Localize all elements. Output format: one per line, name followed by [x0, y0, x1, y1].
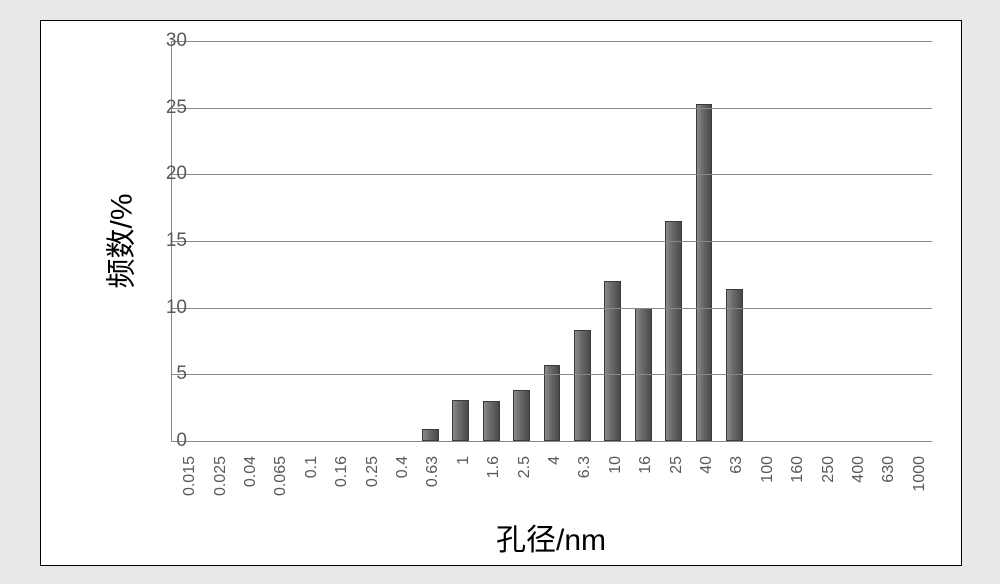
- x-tick-label: 10: [607, 456, 625, 516]
- bar: [513, 390, 530, 441]
- x-axis-label: 孔径/nm: [171, 515, 931, 559]
- x-tick-label: 2.5: [516, 456, 534, 516]
- bar: [422, 429, 439, 441]
- x-tick-label: 25: [668, 456, 686, 516]
- y-tick-label: 5: [147, 363, 187, 385]
- x-tick-label: 4: [546, 456, 564, 516]
- x-tick-label: 1000: [911, 456, 929, 516]
- y-tick-label: 10: [147, 297, 187, 319]
- y-tick-label: 0: [147, 430, 187, 452]
- x-tick-label: 6.3: [576, 456, 594, 516]
- bar: [726, 289, 743, 441]
- y-tick-label: 15: [147, 230, 187, 252]
- x-tick-label: 0.065: [272, 456, 290, 516]
- plot-area: [171, 41, 932, 442]
- bar: [544, 365, 561, 441]
- x-tick-label: 0.25: [364, 456, 382, 516]
- x-tick-label: 1: [455, 456, 473, 516]
- x-tick-label: 400: [850, 456, 868, 516]
- gridline: [172, 108, 932, 109]
- x-tick-label: 0.1: [303, 456, 321, 516]
- x-tick-label: 0.16: [333, 456, 351, 516]
- x-tick-label: 0.015: [181, 456, 199, 516]
- x-tick-label: 100: [759, 456, 777, 516]
- x-tick-label: 63: [728, 456, 746, 516]
- x-tick-label: 0.04: [242, 456, 260, 516]
- y-tick-label: 25: [147, 97, 187, 119]
- bar: [574, 330, 591, 441]
- gridline: [172, 241, 932, 242]
- x-tick-label: 630: [880, 456, 898, 516]
- gridline: [172, 174, 932, 175]
- x-tick-label: 16: [637, 456, 655, 516]
- y-axis-label: 频数/%: [97, 193, 141, 288]
- x-tick-label: 250: [820, 456, 838, 516]
- x-tick-label: 1.6: [485, 456, 503, 516]
- gridline: [172, 374, 932, 375]
- y-tick-label: 30: [147, 30, 187, 52]
- x-tick-label: 160: [789, 456, 807, 516]
- bar: [452, 400, 469, 441]
- chart-frame: 频数/% 孔径/nm 0 5 10 15 20 25 30 0.015 0.025 0.04 0.0…: [40, 20, 962, 566]
- x-tick-label: 40: [698, 456, 716, 516]
- x-tick-label: 0.025: [212, 456, 230, 516]
- bar: [483, 401, 500, 441]
- bar: [696, 104, 713, 441]
- x-tick-label: 0.63: [424, 456, 442, 516]
- gridline: [172, 41, 932, 42]
- bar: [665, 221, 682, 441]
- gridline: [172, 308, 932, 309]
- bar: [604, 281, 621, 441]
- x-tick-label: 0.4: [394, 456, 412, 516]
- y-tick-label: 20: [147, 163, 187, 185]
